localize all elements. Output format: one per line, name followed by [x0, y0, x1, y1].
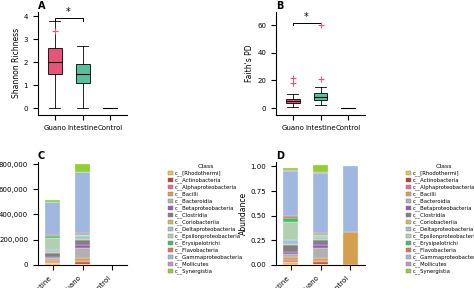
Bar: [46, 258, 60, 260]
Text: C: C: [38, 151, 45, 161]
Bar: [283, 222, 298, 240]
Bar: [313, 173, 328, 233]
Bar: [283, 245, 298, 252]
Y-axis label: Faith's PD: Faith's PD: [246, 44, 255, 82]
Bar: [75, 262, 90, 264]
Bar: [75, 172, 90, 173]
Bar: [283, 168, 298, 170]
Legend: c__[Rhodothermi], c__Actinobacteria, c__Alphaproteobacteria, c__Bacilli, c__Bact: c__[Rhodothermi], c__Actinobacteria, c__…: [168, 164, 243, 274]
Bar: [283, 262, 298, 265]
Bar: [75, 164, 90, 172]
Bar: [313, 239, 328, 240]
Bar: [343, 232, 358, 265]
Bar: [313, 165, 328, 172]
Bar: [283, 171, 298, 216]
Bar: [46, 260, 60, 262]
Legend: c__[Rhodothermi], c__Actinobacteria, c__Alphaproteobacteria, c__Bacilli, c__Bact: c__[Rhodothermi], c__Actinobacteria, c__…: [406, 164, 474, 274]
Y-axis label: Abundance: Abundance: [238, 192, 247, 235]
Bar: [283, 260, 298, 262]
Bar: [75, 261, 90, 262]
Bar: [343, 166, 358, 232]
Text: A: A: [38, 1, 46, 11]
Bar: [46, 253, 60, 257]
Bar: [283, 244, 298, 245]
Bar: [313, 240, 328, 245]
Bar: [46, 235, 60, 236]
Bar: [46, 262, 60, 263]
Bar: [313, 235, 328, 236]
Bar: [75, 240, 90, 245]
Bar: [313, 236, 328, 239]
Bar: [46, 250, 60, 252]
Bar: [283, 216, 298, 218]
Bar: [75, 245, 90, 248]
Bar: [283, 240, 298, 244]
Bar: [75, 235, 90, 236]
Bar: [283, 257, 298, 260]
Bar: [46, 252, 60, 253]
Bar: [75, 234, 90, 235]
Bar: [46, 202, 60, 235]
Bar: [313, 264, 328, 265]
Bar: [283, 252, 298, 254]
Bar: [313, 248, 328, 258]
Bar: [283, 170, 298, 171]
Bar: [75, 248, 90, 258]
Bar: [75, 264, 90, 265]
Bar: [46, 263, 60, 264]
Bar: [75, 258, 90, 261]
Bar: [283, 218, 298, 222]
Bar: [46, 238, 60, 250]
Text: *: *: [304, 12, 309, 22]
Y-axis label: Shannon Richness: Shannon Richness: [12, 28, 21, 98]
Text: *: *: [66, 7, 71, 17]
Bar: [313, 262, 328, 264]
Bar: [313, 245, 328, 248]
Bar: [75, 65, 90, 83]
Text: B: B: [276, 1, 283, 11]
Bar: [46, 264, 60, 265]
Text: D: D: [276, 151, 284, 161]
Bar: [46, 257, 60, 258]
Bar: [75, 236, 90, 239]
Bar: [46, 236, 60, 238]
Bar: [46, 200, 60, 202]
Bar: [286, 99, 300, 103]
Bar: [313, 234, 328, 235]
Bar: [313, 261, 328, 262]
Bar: [283, 254, 298, 257]
Bar: [75, 173, 90, 233]
Bar: [313, 258, 328, 261]
Bar: [313, 93, 328, 100]
Bar: [313, 233, 328, 234]
Bar: [75, 239, 90, 240]
Bar: [48, 48, 62, 74]
Bar: [75, 233, 90, 234]
Bar: [313, 172, 328, 173]
